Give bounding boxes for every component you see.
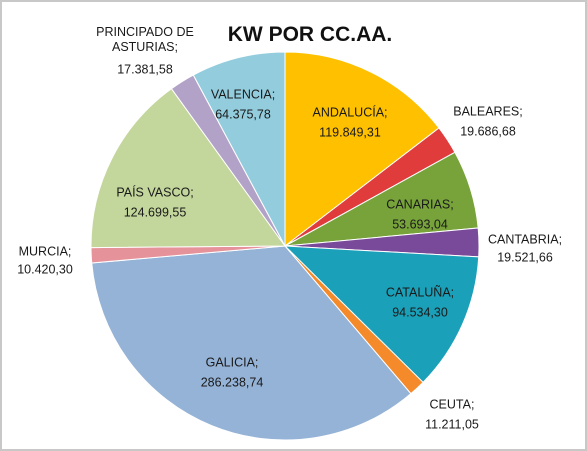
slice-value-label: 119.849,31 [319, 125, 381, 140]
slice-value-label: 11.211,05 [425, 417, 479, 432]
slice-value-label: 64.375,78 [215, 107, 271, 122]
chart-title: KW POR CC.AA. [227, 23, 393, 46]
pie-slice [90, 88, 286, 249]
pie-slice [91, 245, 412, 441]
slice-label: CEUTA; [429, 397, 475, 412]
slice-value-label: 17.381,58 [117, 62, 173, 77]
pie-slice [284, 51, 440, 248]
slice-label: ANDALUCÍA; [312, 105, 388, 120]
slice-label: MURCIA; [18, 244, 72, 259]
slice-label: PAÍS VASCO; [116, 185, 194, 200]
slice-label: CANARIAS; [386, 197, 454, 212]
slice-value-label: 19.686,68 [460, 124, 516, 139]
slice-value-label: 19.521,66 [497, 250, 553, 265]
slice-value-label: 10.420,30 [17, 262, 73, 277]
slice-label: GALICIA; [205, 355, 259, 370]
slice-label: VALENCIA; [210, 87, 276, 102]
slice-value-label: 286.238,74 [200, 375, 264, 390]
slice-value-label: 124.699,55 [123, 205, 187, 220]
slice-label: BALEARES; [453, 104, 523, 119]
pie-slice [192, 51, 286, 247]
slice-value-label: 94.534,30 [392, 305, 448, 320]
slice-value-label: 53.693,04 [392, 217, 448, 232]
slice-label: CANTABRIA; [487, 232, 563, 247]
pie-slice [283, 245, 480, 384]
slice-label: PRINCIPADO DE ASTURIAS; [96, 25, 194, 54]
slice-label: CATALUÑA; [385, 285, 455, 300]
